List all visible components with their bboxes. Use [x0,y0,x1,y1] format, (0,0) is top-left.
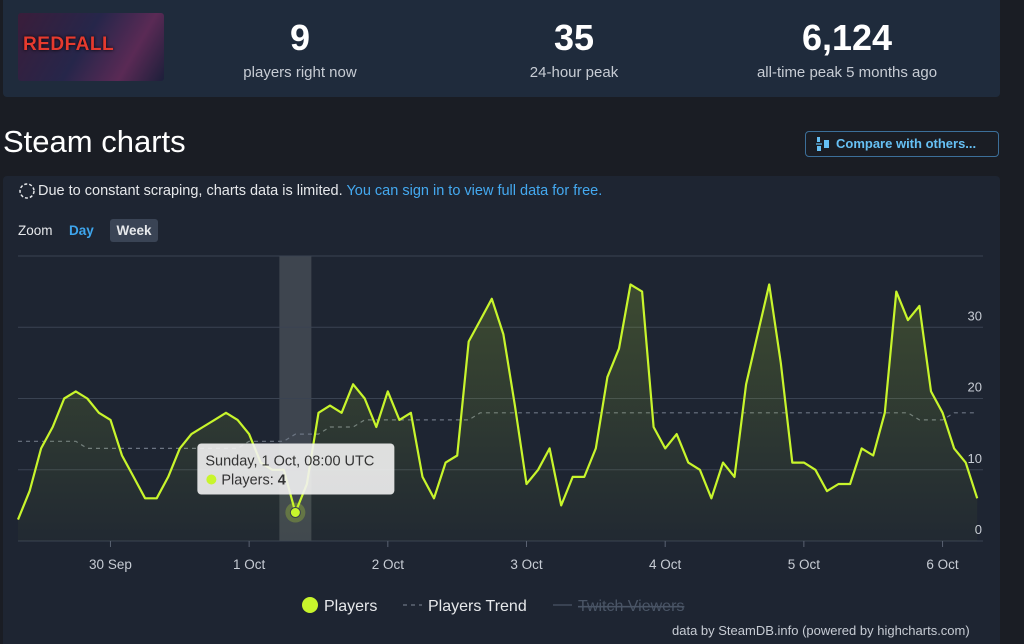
stat-value: 35 [553,17,595,58]
legend-label: Twitch Viewers [578,598,684,615]
y-tick-label: 20 [968,380,982,395]
stat-value: 9 [289,17,311,58]
logo-text: REDFALL [23,34,115,55]
stat-label: players right now [243,64,357,81]
stat-label: all-time peak 5 months ago [756,64,938,81]
stat-value: 6,124 [801,17,893,58]
stat: 6,124 all-time peak 5 months ago [727,17,967,82]
compare-button[interactable]: Compare with others... [805,131,999,157]
zoom-label: Zoom [18,223,53,238]
stat-label: 24-hour peak [529,64,619,81]
notice: Due to constant scraping, charts data is… [38,183,602,199]
stat: 35 24-hour peak [454,17,694,82]
stat: 9 players right now [180,17,420,82]
zoom-option[interactable]: Day [69,223,94,238]
legend-label: Players Trend [428,598,527,615]
tooltip-swatch [206,474,217,485]
legend-label: Players [324,598,377,615]
x-tick-label: 3 Oct [510,557,543,572]
tooltip-label: Players: [221,473,273,489]
x-tick-label: 2 Oct [372,557,405,572]
zoom-option[interactable]: Week [110,219,158,242]
y-tick-label: 10 [968,451,982,466]
y-tick-label: 30 [968,308,982,323]
x-tick-label: 5 Oct [788,557,821,572]
x-tick-label: 1 Oct [233,557,266,572]
notice-icon [19,183,35,199]
stats-header [3,0,1000,97]
x-tick-label: 30 Sep [89,557,132,572]
sign-in-link[interactable]: You can sign in to view full data for fr… [346,183,603,199]
button-text: Compare with others... [836,136,977,151]
y-tick-label: 0 [975,522,982,537]
notice-text: Due to constant scraping, charts data is… [38,183,343,199]
x-tick-label: 4 Oct [649,557,682,572]
tooltip-value: 4 [278,473,286,489]
footer-credit: data by SteamDB.info (powered by highcha… [672,623,970,638]
series-line [16,283,979,521]
x-tick-label: 6 Oct [926,557,959,572]
section-title: Steam charts [3,124,186,159]
tooltip-title: Sunday, 1 Oct, 08:00 UTC [205,454,374,470]
tooltip-row: Players: 4 [221,473,285,489]
hover-point [289,507,301,518]
compare-icon [816,137,829,151]
legend-swatch [302,597,318,613]
tooltip-box [197,443,395,495]
game-logo[interactable]: REDFALL [18,13,164,81]
